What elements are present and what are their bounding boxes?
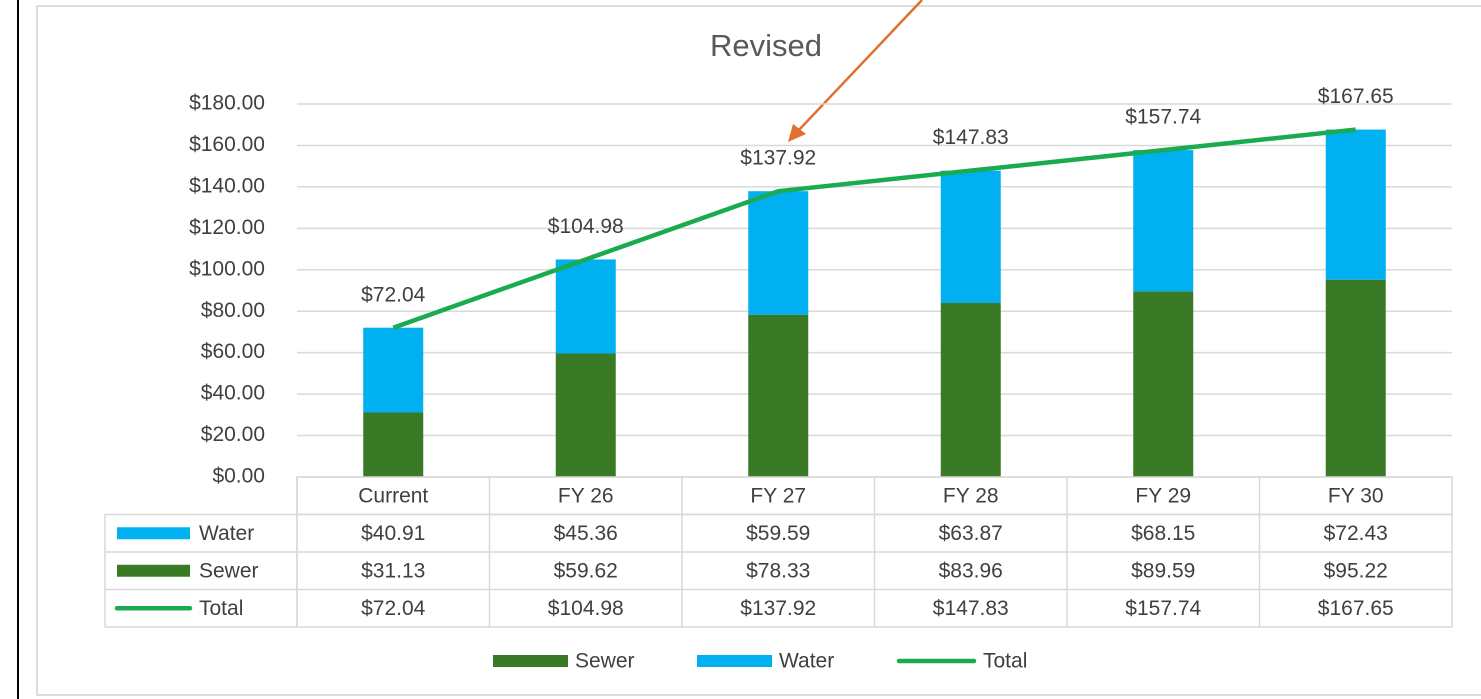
y-tick-label: $140.00: [189, 174, 265, 197]
table-cell: $83.96: [939, 559, 1003, 582]
y-tick-label: $120.00: [189, 216, 265, 239]
x-tick-label: FY 30: [1328, 484, 1384, 507]
legend-label: Water: [779, 650, 834, 673]
data-label: $167.65: [1318, 85, 1394, 108]
table-cell: $59.59: [746, 522, 810, 545]
y-tick-label: $100.00: [189, 257, 265, 280]
bar: [748, 314, 809, 477]
table-cell: $167.65: [1318, 597, 1394, 620]
table-cell: $137.92: [740, 597, 816, 620]
table-cell: $72.04: [361, 597, 426, 620]
bar: [1325, 129, 1386, 280]
x-tick-label: Current: [358, 484, 428, 507]
y-tick-label: $20.00: [201, 423, 265, 446]
data-label: $104.98: [548, 215, 624, 238]
table-cell: $78.33: [746, 559, 810, 582]
x-tick-label: FY 27: [750, 484, 806, 507]
table-cell: $72.43: [1324, 522, 1388, 545]
table-cell: $157.74: [1125, 597, 1201, 620]
legend-key: [117, 564, 190, 577]
legend-key: [493, 655, 568, 667]
x-tick-label: FY 26: [558, 484, 614, 507]
table-cell: $104.98: [548, 597, 624, 620]
y-tick-label: $180.00: [189, 92, 265, 115]
annotation-arrow: [788, 0, 923, 142]
y-tick-label: $60.00: [201, 340, 265, 363]
table-cell: $59.62: [554, 559, 618, 582]
table-cell: $31.13: [361, 559, 425, 582]
bar: [363, 412, 424, 477]
bar: [1133, 291, 1194, 477]
table-cell: $89.59: [1131, 559, 1195, 582]
legend-label: Total: [983, 650, 1027, 673]
y-tick-label: $160.00: [189, 133, 265, 156]
table-row-label: Total: [199, 597, 243, 620]
data-label: $72.04: [361, 283, 426, 306]
bar: [748, 191, 809, 315]
legend-key: [117, 527, 190, 540]
data-label: $137.92: [740, 147, 816, 170]
legend-label: Sewer: [575, 650, 635, 673]
table-cell: $147.83: [933, 597, 1009, 620]
bar: [940, 170, 1001, 304]
bar: [363, 327, 424, 413]
x-tick-label: FY 28: [943, 484, 999, 507]
bar: [555, 353, 616, 477]
chart-title: Revised: [710, 28, 822, 63]
table-cell: $40.91: [361, 522, 425, 545]
table-cell: $63.87: [939, 522, 1003, 545]
bar: [555, 259, 616, 354]
bar: [940, 303, 1001, 477]
table-row-label: Water: [199, 522, 254, 545]
data-label: $157.74: [1125, 106, 1201, 129]
table-body-border: [104, 513, 1453, 628]
data-label: $147.83: [933, 126, 1009, 149]
y-tick-label: $0.00: [212, 465, 265, 488]
table-cell: $45.36: [554, 522, 618, 545]
line-series: [392, 127, 1356, 330]
table-row-label: Sewer: [199, 559, 259, 582]
table-cell: $68.15: [1131, 522, 1195, 545]
y-tick-label: $80.00: [201, 299, 265, 322]
bar: [1133, 150, 1194, 292]
chart-border: [36, 5, 1481, 696]
y-tick-label: $40.00: [201, 382, 265, 405]
bar: [1325, 279, 1386, 477]
x-tick-label: FY 29: [1135, 484, 1191, 507]
legend-key: [697, 655, 772, 667]
table-cell: $95.22: [1324, 559, 1388, 582]
